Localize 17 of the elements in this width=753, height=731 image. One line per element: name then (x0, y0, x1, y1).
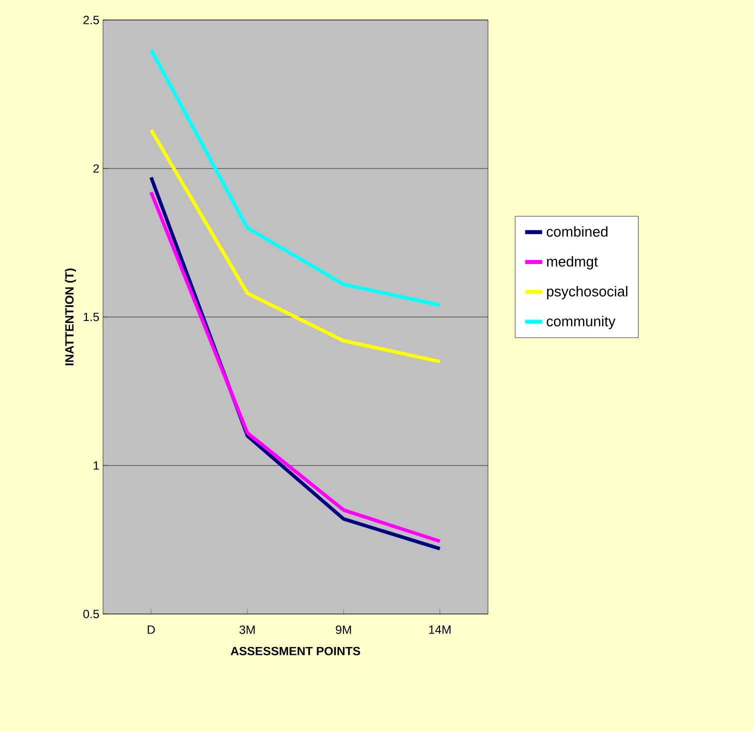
y-axis-title: INATTENTION (T) (64, 268, 76, 366)
y-tick-label: 2 (93, 164, 99, 173)
line-series (149, 48, 442, 307)
x-axis-title: ASSESSMENT POINTS (230, 646, 360, 656)
x-tick-label: D (148, 626, 155, 634)
y-tick-label: 2.5 (83, 16, 99, 24)
legend-label: medmgt (547, 256, 598, 270)
y-tick-label: 0.5 (83, 610, 99, 618)
y-tick-label: 1 (94, 461, 99, 470)
y-tick-label: 1.5 (84, 312, 99, 322)
legend-label: combined (546, 226, 608, 237)
legend-label: psychosocial (547, 286, 628, 300)
legend-label: community (546, 316, 616, 330)
x-tick-label: 9M (336, 626, 351, 634)
x-tick-label: 14M (429, 626, 451, 634)
x-tick-label: 3M (240, 626, 255, 634)
line-series (149, 128, 442, 364)
